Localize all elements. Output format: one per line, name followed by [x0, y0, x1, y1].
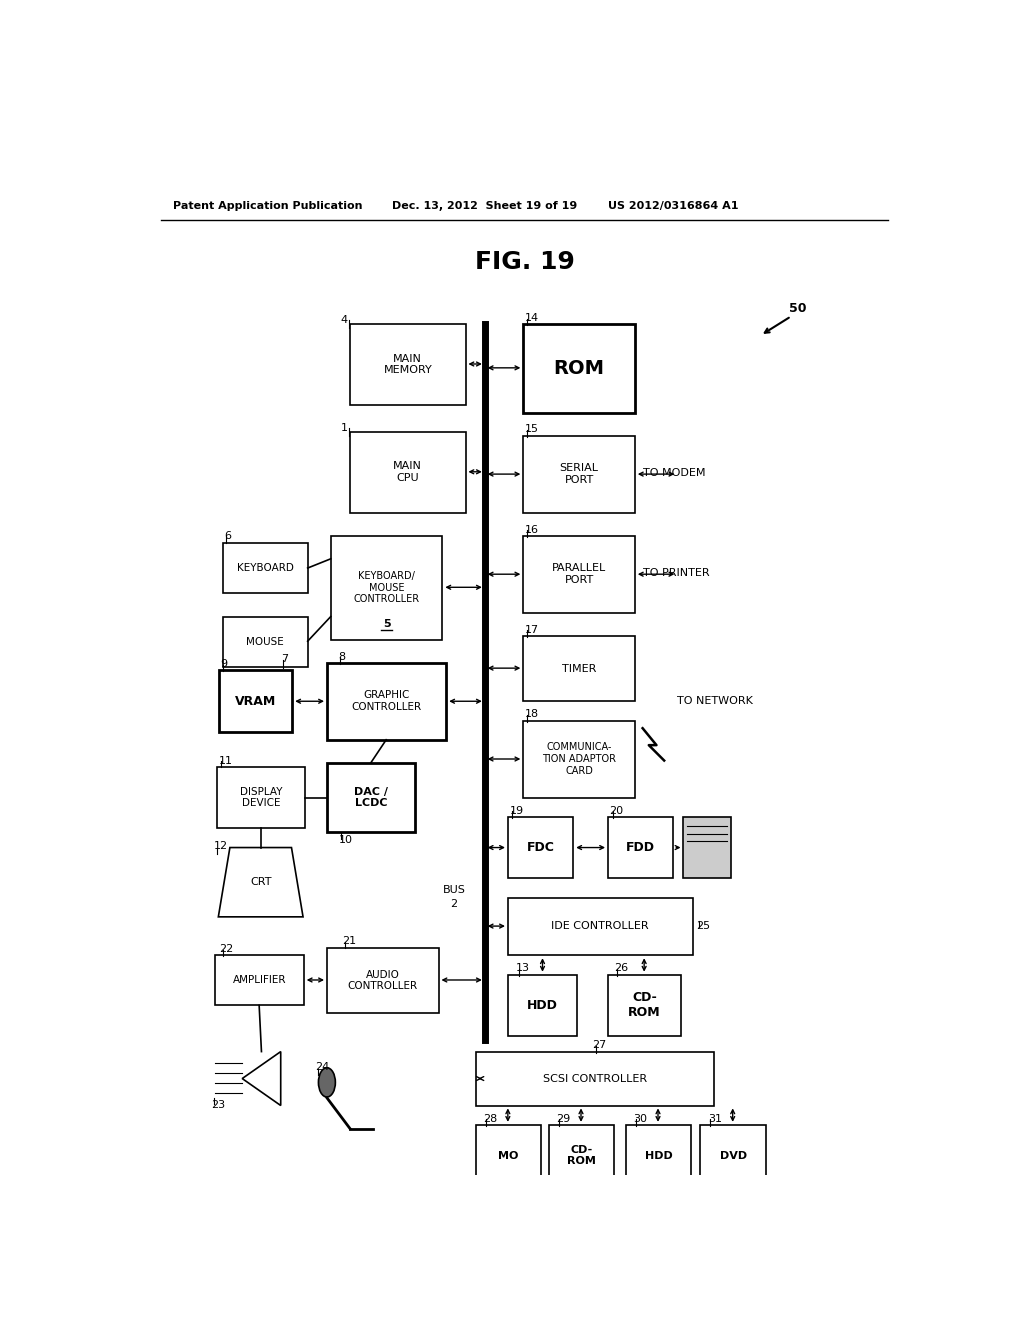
Bar: [608, 974, 681, 1036]
Text: 4: 4: [341, 315, 348, 325]
Text: TIMER: TIMER: [562, 664, 596, 673]
Text: DAC /
LCDC: DAC / LCDC: [354, 787, 388, 808]
Text: MOUSE: MOUSE: [247, 636, 285, 647]
Bar: [350, 323, 466, 405]
Text: HDD: HDD: [527, 999, 558, 1012]
Text: 31: 31: [708, 1114, 722, 1123]
Text: 22: 22: [219, 944, 233, 954]
Text: VRAM: VRAM: [236, 694, 276, 708]
Text: 50: 50: [788, 302, 807, 315]
Bar: [327, 948, 438, 1014]
Text: 25: 25: [696, 921, 711, 931]
Text: SERIAL
PORT: SERIAL PORT: [559, 463, 599, 484]
Text: 18: 18: [524, 709, 539, 719]
Text: TO MODEM: TO MODEM: [643, 467, 706, 478]
Text: AMPLIFIER: AMPLIFIER: [232, 975, 287, 985]
Text: 29: 29: [556, 1114, 570, 1123]
Text: GRAPHIC
CONTROLLER: GRAPHIC CONTROLLER: [351, 690, 422, 711]
Polygon shape: [243, 1052, 281, 1106]
Text: 28: 28: [483, 1114, 498, 1123]
Text: 9: 9: [220, 659, 227, 669]
Text: 30: 30: [634, 1114, 647, 1123]
Text: MAIN
CPU: MAIN CPU: [393, 462, 422, 483]
Text: DISPLAY
DEVICE: DISPLAY DEVICE: [240, 787, 283, 808]
Text: MO: MO: [498, 1151, 518, 1160]
Text: 13: 13: [515, 964, 529, 973]
Text: DVD: DVD: [720, 1151, 746, 1160]
Text: 7: 7: [281, 653, 288, 664]
Text: CD-
ROM: CD- ROM: [567, 1144, 596, 1167]
Text: 6: 6: [224, 531, 231, 541]
Text: Dec. 13, 2012  Sheet 19 of 19: Dec. 13, 2012 Sheet 19 of 19: [392, 201, 578, 211]
Text: 24: 24: [315, 1063, 330, 1072]
Bar: [223, 616, 307, 667]
Text: COMMUNICA-
TION ADAPTOR
CARD: COMMUNICA- TION ADAPTOR CARD: [542, 742, 616, 776]
Bar: [331, 536, 442, 640]
Bar: [217, 767, 305, 829]
Text: BUS: BUS: [442, 884, 465, 895]
Text: 21: 21: [342, 936, 356, 946]
Text: MAIN
MEMORY: MAIN MEMORY: [383, 354, 432, 375]
Text: KEYBOARD: KEYBOARD: [237, 564, 294, 573]
Bar: [508, 817, 573, 878]
Bar: [549, 1125, 614, 1187]
Text: SCSI CONTROLLER: SCSI CONTROLLER: [543, 1073, 647, 1084]
Text: AUDIO
CONTROLLER: AUDIO CONTROLLER: [348, 970, 418, 991]
Text: TO PRINTER: TO PRINTER: [643, 568, 710, 578]
Text: 14: 14: [524, 313, 539, 323]
Bar: [475, 1125, 541, 1187]
Bar: [700, 1125, 766, 1187]
Bar: [523, 436, 635, 512]
Bar: [508, 898, 692, 956]
Text: 1: 1: [341, 422, 348, 433]
Text: TO NETWORK: TO NETWORK: [677, 696, 753, 706]
Text: US 2012/0316864 A1: US 2012/0316864 A1: [608, 201, 738, 211]
Bar: [327, 663, 446, 739]
Text: 23: 23: [211, 1101, 225, 1110]
Text: 17: 17: [524, 624, 539, 635]
Text: PARALLEL
PORT: PARALLEL PORT: [552, 564, 606, 585]
Bar: [475, 1052, 714, 1106]
Bar: [350, 432, 466, 512]
Text: HDD: HDD: [644, 1151, 673, 1160]
Bar: [219, 671, 292, 733]
Text: Patent Application Publication: Patent Application Publication: [173, 201, 362, 211]
Text: 8: 8: [339, 652, 345, 661]
Ellipse shape: [318, 1068, 336, 1097]
Text: KEYBOARD/
MOUSE
CONTROLLER: KEYBOARD/ MOUSE CONTROLLER: [353, 572, 420, 605]
Bar: [608, 817, 674, 878]
Bar: [508, 974, 578, 1036]
Bar: [523, 323, 635, 412]
Text: 12: 12: [214, 841, 228, 851]
Bar: [215, 956, 304, 1006]
Text: 10: 10: [339, 834, 352, 845]
Text: CRT: CRT: [250, 878, 271, 887]
Text: CD-
ROM: CD- ROM: [628, 991, 660, 1019]
Bar: [223, 544, 307, 594]
Bar: [523, 536, 635, 612]
Text: 15: 15: [524, 425, 539, 434]
Text: 20: 20: [609, 805, 624, 816]
Text: 2: 2: [451, 899, 458, 908]
Text: 26: 26: [614, 964, 629, 973]
Text: FDC: FDC: [526, 841, 555, 854]
Text: IDE CONTROLLER: IDE CONTROLLER: [552, 921, 649, 932]
Text: FIG. 19: FIG. 19: [475, 251, 574, 275]
Polygon shape: [218, 847, 303, 917]
Text: 19: 19: [509, 805, 523, 816]
Text: ROM: ROM: [554, 359, 604, 378]
Text: FDD: FDD: [627, 841, 655, 854]
Bar: [327, 763, 416, 832]
Text: 11: 11: [218, 755, 232, 766]
Bar: [523, 636, 635, 701]
Text: 16: 16: [524, 524, 539, 535]
Text: 27: 27: [593, 1040, 607, 1051]
Bar: [626, 1125, 691, 1187]
Text: 5: 5: [383, 619, 390, 630]
Bar: [523, 721, 635, 797]
Bar: [683, 817, 731, 878]
